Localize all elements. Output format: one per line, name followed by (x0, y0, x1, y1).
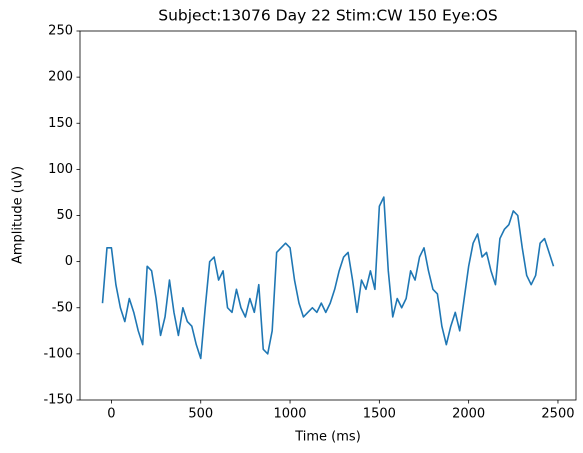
x-tick-label: 1000 (273, 407, 306, 422)
plot-frame (79, 30, 577, 401)
x-axis-label: Time (ms) (294, 430, 361, 445)
y-tick-label: 100 (48, 162, 73, 177)
x-tick-label: 1500 (363, 407, 396, 422)
x-tick-label: 2500 (541, 407, 574, 422)
y-tick-label: 200 (48, 70, 73, 85)
y-tick-label: 250 (48, 24, 73, 39)
data-line (101, 196, 555, 360)
x-tick-label: 2000 (452, 407, 485, 422)
y-tick-label: -50 (52, 300, 73, 315)
y-tick-label: -150 (43, 393, 73, 408)
y-tick-label: -100 (43, 346, 73, 361)
x-tick-label: 0 (107, 407, 115, 422)
y-tick-label: 150 (48, 116, 73, 131)
y-tick-label: 0 (65, 254, 73, 269)
y-tick-label: 50 (56, 208, 73, 223)
y-axis-label: Amplitude (uV) (11, 166, 26, 264)
x-tick-label: 500 (188, 407, 213, 422)
chart-title: Subject:13076 Day 22 Stim:CW 150 Eye:OS (158, 7, 497, 25)
